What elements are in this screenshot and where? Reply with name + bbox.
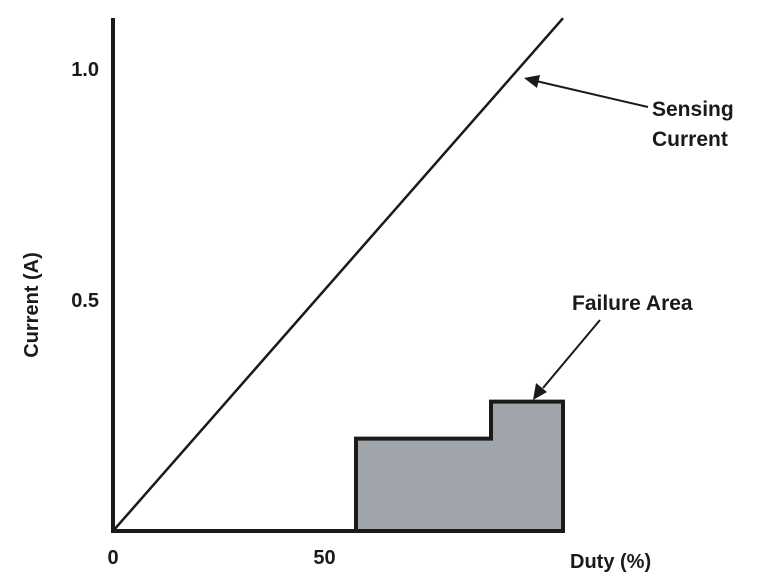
y-axis-label: Current (A) — [21, 252, 43, 358]
x-tick-label: 50 — [313, 547, 335, 569]
sensing-current-line — [112, 17, 564, 532]
x-axis-label: Duty (%) — [570, 551, 651, 573]
y-tick-label: 1.0 — [71, 59, 99, 81]
failure-area-arrow — [533, 319, 601, 400]
failure-area — [354, 399, 565, 533]
sensing-annotation-line1: Sensing — [652, 98, 734, 121]
x-tick-label: 0 — [107, 547, 118, 569]
sensing-arrow — [524, 75, 649, 108]
sensing-annotation-line2: Current — [652, 128, 728, 151]
y-tick-label: 0.5 — [71, 290, 99, 312]
failure-area-annotation: Failure Area — [572, 292, 693, 315]
